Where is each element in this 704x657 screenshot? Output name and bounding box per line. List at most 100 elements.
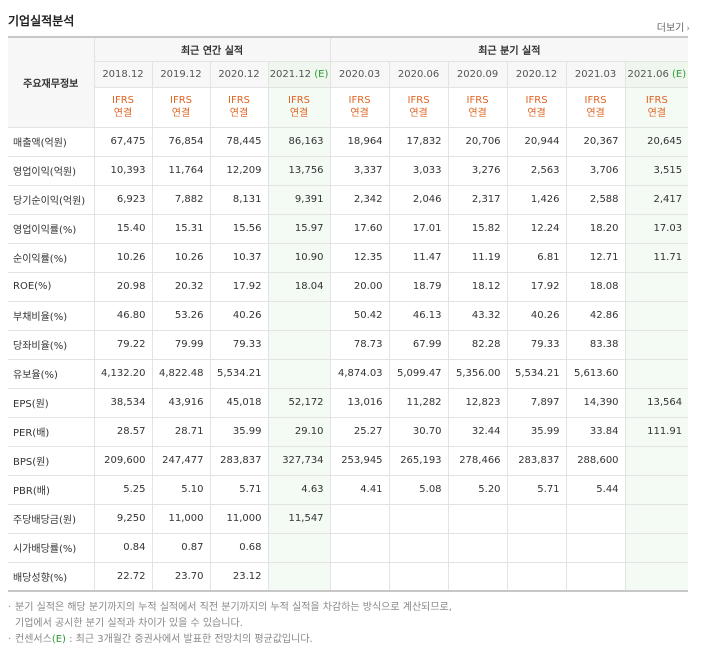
value-cell [447, 532, 508, 563]
period-header: 2020.06 [388, 60, 449, 88]
value-cell: 43,916 [151, 387, 211, 418]
table-row: EPS(원) 38,534 43,916 45,018 52,172 13,016 11,2… [8, 387, 689, 418]
value-cell: 4.63 [267, 474, 331, 505]
ifrs-label: IFRS [407, 95, 430, 106]
more-label[interactable]: 더보기 [656, 23, 685, 34]
period-header: 2019.12 [151, 60, 211, 88]
value-cell: 8,131 [209, 184, 269, 215]
value-cell [267, 358, 331, 389]
value-cell [388, 503, 449, 534]
consolidated-label: 연결 [113, 108, 133, 119]
value-cell: 7,897 [506, 387, 567, 418]
row-label: 배당성향(%) [8, 561, 95, 592]
value-cell: 14,390 [565, 387, 626, 418]
value-cell: 29.10 [267, 416, 331, 447]
ifrs-cell: IFRS 연결 [93, 86, 153, 128]
value-cell: 43.32 [447, 300, 508, 331]
consolidated-label: 연결 [350, 108, 369, 119]
value-cell: 278,466 [447, 445, 508, 476]
ifrs-label: IFRS [645, 95, 668, 106]
ifrs-label: IFRS [348, 95, 371, 106]
footnote-1-cont: 기업에서 공시한 분기 실적과 차이가 있을 수 있습니다. [15, 618, 243, 629]
ifrs-label: IFRS [288, 95, 311, 106]
main-label-header: 주요재무정보 [8, 36, 95, 128]
value-cell: 11.47 [388, 242, 449, 273]
table-row: 배당성향(%) 22.72 23.70 23.12 [8, 561, 689, 592]
value-cell: 12,823 [447, 387, 508, 418]
chevron-right-icon: › [686, 24, 690, 34]
value-cell: 0.87 [151, 532, 211, 563]
value-cell: 67.99 [388, 329, 449, 360]
value-cell: 25.27 [329, 416, 390, 447]
period-header: 2020.03 [329, 60, 390, 88]
value-cell: 4,874.03 [329, 358, 390, 389]
row-label: ROE(%) [8, 271, 95, 302]
value-cell: 5,534.21 [209, 358, 269, 389]
value-cell: 46.13 [388, 300, 449, 331]
value-cell: 15.82 [447, 213, 508, 244]
value-cell: 9,391 [267, 184, 331, 215]
value-cell: 0.84 [93, 532, 153, 563]
value-cell: 11,282 [388, 387, 449, 418]
period-label: 2020.12 [218, 68, 260, 80]
row-label: 당기순이익(억원) [8, 184, 95, 215]
value-cell: 5.25 [93, 474, 153, 505]
period-header: 2020.12 [209, 60, 269, 88]
value-cell: 5,356.00 [447, 358, 508, 389]
value-cell: 17.01 [388, 213, 449, 244]
value-cell: 11.19 [447, 242, 508, 273]
period-label: 2020.06 [397, 68, 440, 80]
value-cell [565, 532, 626, 563]
period-header: 2020.09 [447, 60, 508, 88]
table-row: PER(배) 28.57 28.71 35.99 29.10 25.27 30.70 32.4… [8, 416, 689, 447]
section-header: 기업실적분석 더보기 › [8, 8, 696, 34]
value-cell [624, 503, 689, 534]
value-cell: 288,600 [565, 445, 626, 476]
ifrs-label: IFRS [584, 95, 607, 106]
table-row: 당기순이익(억원) 6,923 7,882 8,131 9,391 2,342 2,046 2… [8, 184, 689, 215]
value-cell: 5.71 [506, 474, 567, 505]
ifrs-cell: IFRS 연결 [209, 86, 269, 128]
value-cell: 28.57 [93, 416, 153, 447]
value-cell: 253,945 [329, 445, 390, 476]
value-cell [267, 561, 331, 592]
consolidated-label: 연결 [229, 108, 249, 119]
value-cell: 3,706 [565, 155, 626, 186]
row-label: PER(배) [8, 416, 95, 447]
value-cell [624, 532, 689, 563]
value-cell [329, 532, 390, 563]
table-row: 매출액(억원) 67,475 76,854 78,445 86,163 18,964 17,… [8, 126, 689, 157]
value-cell: 11.71 [624, 242, 689, 273]
value-cell: 15.97 [267, 213, 331, 244]
value-cell: 15.40 [93, 213, 153, 244]
period-header: 2018.12 [93, 60, 153, 88]
value-cell: 12.24 [506, 213, 567, 244]
value-cell: 1,426 [506, 184, 567, 215]
value-cell: 2,417 [624, 184, 689, 215]
value-cell: 12.71 [565, 242, 626, 273]
value-cell: 40.26 [209, 300, 269, 331]
ifrs-label: IFRS [228, 95, 250, 106]
table-row: 당좌비율(%) 79.22 79.99 79.33 78.73 67.99 82.28 79.… [8, 329, 689, 360]
period-header: 2021.03 [565, 60, 626, 88]
estimate-mark: (E) [672, 68, 687, 80]
value-cell: 2,563 [506, 155, 567, 186]
value-cell: 83.38 [565, 329, 626, 360]
row-label: 유보율(%) [8, 358, 95, 389]
period-label: 2018.12 [102, 68, 144, 80]
value-cell: 4,822.48 [151, 358, 211, 389]
value-cell: 79.33 [209, 329, 269, 360]
value-cell: 11,000 [151, 503, 211, 534]
table-row: 시가배당률(%) 0.84 0.87 0.68 [8, 532, 689, 563]
value-cell: 7,882 [151, 184, 211, 215]
table-body: 매출액(억원) 67,475 76,854 78,445 86,163 18,964 17,… [8, 126, 689, 592]
more-link[interactable]: 더보기 › [657, 19, 690, 34]
value-cell: 5.20 [447, 474, 508, 505]
value-cell: 13,016 [329, 387, 390, 418]
value-cell: 35.99 [506, 416, 567, 447]
value-cell [388, 561, 449, 592]
value-cell: 18.79 [388, 271, 449, 302]
value-cell: 10.26 [151, 242, 211, 273]
value-cell: 10.37 [209, 242, 269, 273]
ifrs-label: IFRS [525, 95, 548, 106]
